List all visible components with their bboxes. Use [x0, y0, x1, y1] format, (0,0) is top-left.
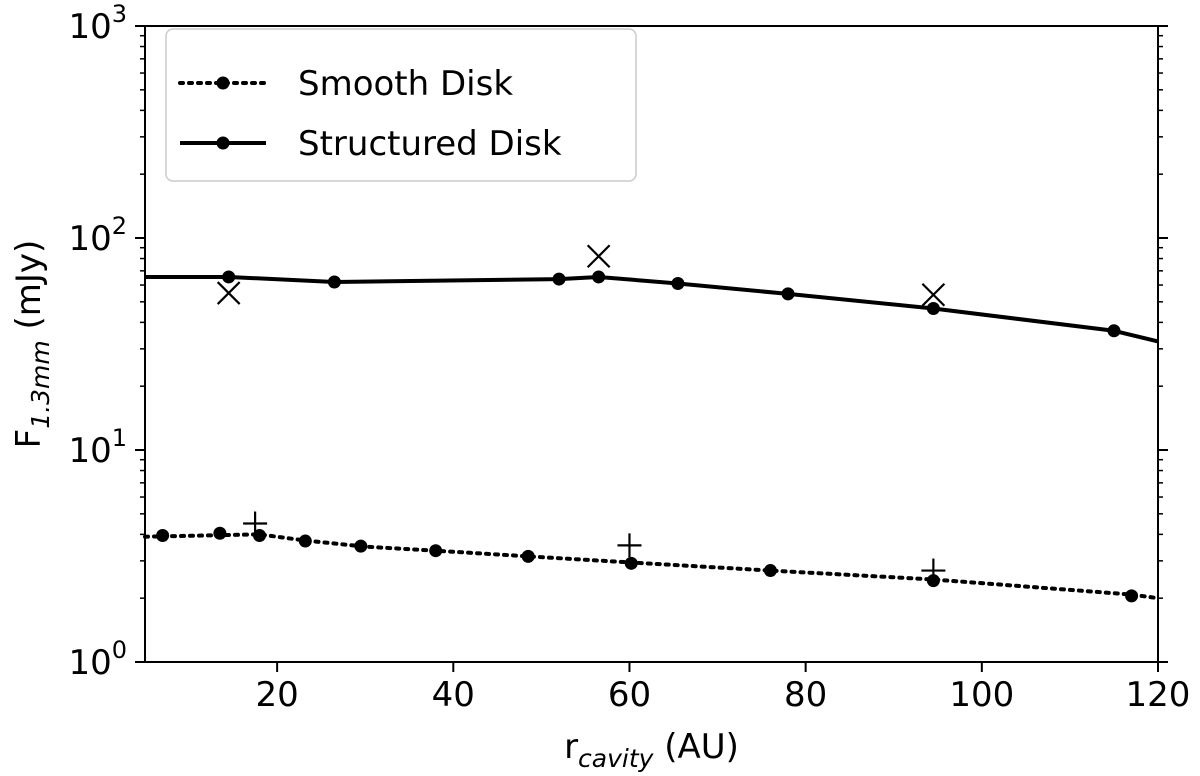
plus-marker [617, 533, 642, 558]
data-point-smooth-disk [624, 556, 638, 570]
data-point-structured-disk [926, 301, 940, 315]
x-marker-stroke [586, 244, 611, 269]
data-point-structured-disk [222, 270, 236, 284]
legend-box [165, 28, 637, 182]
x-tick-label: 60 [608, 675, 651, 715]
series-layer [143, 270, 1160, 603]
legend-label-smooth-disk: Smooth Disk [298, 64, 513, 104]
data-point-structured-disk [327, 275, 341, 289]
x-axis-title-unit: (AU) [653, 727, 738, 767]
x-axis-title-sub: cavity [578, 744, 655, 773]
series-line-structured-disk [145, 274, 1159, 344]
data-point-structured-disk [592, 270, 606, 284]
data-point-smooth-disk [298, 534, 312, 548]
y-tick-label: 101 [68, 424, 127, 471]
y-axis-title-unit: (mJy) [9, 240, 49, 341]
y-axis-title: F1.3mm (mJy) [9, 240, 55, 449]
tick-layer: 20 40 60 80 100 120 100 101 102 103 [68, 0, 1190, 715]
y-axis-title-sub: 1.3mm [26, 340, 55, 428]
y-axis-title-main: F [9, 429, 49, 449]
data-point-smooth-disk [763, 564, 777, 578]
x-marker [586, 244, 611, 269]
x-marker [216, 281, 241, 305]
x-tick-label: 100 [949, 675, 1014, 715]
x-axis-title-main: r [564, 727, 578, 767]
data-point-structured-disk [781, 287, 795, 301]
y-tick-label: 103 [68, 0, 127, 47]
legend-marker-structured-disk [216, 136, 230, 150]
data-point-smooth-disk [253, 529, 267, 543]
plus-marker [921, 558, 946, 583]
y-tick-label: 102 [68, 212, 127, 259]
legend: Smooth Disk Structured Disk [165, 28, 637, 182]
plus-marker [243, 511, 268, 536]
x-tick-label: 80 [784, 675, 827, 715]
legend-label-structured-disk: Structured Disk [298, 124, 562, 164]
data-point-smooth-disk [156, 529, 170, 543]
legend-marker-smooth-disk [216, 76, 230, 90]
data-point-smooth-disk [429, 544, 443, 558]
x-tick-label: 40 [432, 675, 475, 715]
marker-layer [216, 244, 946, 583]
x-marker [921, 282, 946, 307]
data-point-smooth-disk [354, 539, 368, 553]
data-point-smooth-disk [521, 549, 535, 563]
x-axis-title: rcavity (AU) [564, 727, 739, 773]
x-marker-stroke [216, 281, 241, 305]
x-marker-stroke [921, 282, 946, 307]
series-line-smooth-disk [143, 532, 1160, 601]
data-point-structured-disk [1107, 324, 1121, 338]
data-point-smooth-disk [1125, 589, 1139, 603]
x-tick-label: 20 [255, 675, 298, 715]
legend-entry-smooth-disk: Smooth Disk [178, 64, 513, 104]
data-point-smooth-disk [213, 526, 227, 540]
x-tick-label: 120 [1126, 675, 1191, 715]
data-point-structured-disk [671, 277, 685, 291]
y-tick-label: 100 [68, 636, 127, 683]
data-point-structured-disk [552, 272, 566, 286]
plot-frame [144, 25, 1159, 663]
legend-entry-structured-disk: Structured Disk [180, 124, 562, 164]
